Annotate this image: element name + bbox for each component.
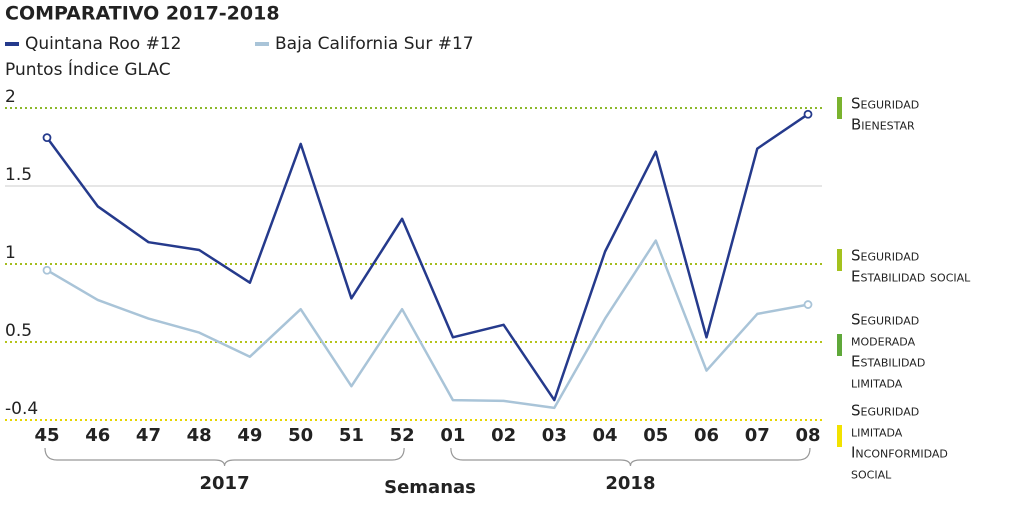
y-tick-label: 0.5 bbox=[5, 321, 32, 341]
y-tick-label: 1 bbox=[5, 243, 16, 263]
legend-label: Quintana Roo #12 bbox=[25, 34, 181, 54]
y-axis-label: Puntos Índice GLAC bbox=[5, 58, 171, 80]
x-tick-label: 07 bbox=[745, 425, 770, 446]
zone-label: moderada bbox=[851, 332, 916, 350]
zone-label: Estabilidad social bbox=[851, 268, 971, 286]
x-tick-label: 46 bbox=[85, 425, 110, 446]
x-tick-label: 52 bbox=[390, 425, 415, 446]
zone-swatch bbox=[837, 334, 842, 356]
x-tick-label: 02 bbox=[491, 425, 516, 446]
end-marker bbox=[42, 133, 52, 143]
group-label: 2017 bbox=[200, 473, 250, 494]
y-tick-label: 2 bbox=[5, 87, 16, 107]
zone-label: limitada bbox=[851, 374, 903, 392]
zone-label: Seguridad bbox=[851, 95, 919, 113]
zone-label: Inconformidad bbox=[851, 444, 948, 462]
zone-label: Seguridad bbox=[851, 247, 919, 265]
legend-label: Baja California Sur #17 bbox=[275, 34, 474, 54]
y-tick-label: 1.5 bbox=[5, 165, 32, 185]
x-axis-label: Semanas bbox=[384, 477, 476, 498]
zone-swatch bbox=[837, 249, 842, 271]
chart-title: COMPARATIVO 2017-2018 bbox=[5, 3, 280, 25]
zone-swatch bbox=[837, 97, 842, 119]
group-label: 2018 bbox=[605, 473, 655, 494]
zone-label: Bienestar bbox=[851, 116, 915, 134]
end-marker bbox=[803, 300, 813, 309]
x-tick-label: 01 bbox=[440, 425, 465, 446]
zone-label: Seguridad bbox=[851, 402, 919, 420]
y-tick-label: -0.4 bbox=[5, 399, 38, 419]
zone-label: limitada bbox=[851, 423, 903, 441]
x-tick-label: 03 bbox=[542, 425, 567, 446]
group-brace bbox=[44, 447, 405, 467]
x-tick-label: 04 bbox=[593, 425, 618, 446]
x-tick-label: 50 bbox=[288, 425, 313, 446]
zone-swatch bbox=[837, 425, 842, 447]
x-tick-label: 45 bbox=[34, 425, 59, 446]
x-tick-label: 48 bbox=[187, 425, 212, 446]
x-tick-label: 47 bbox=[136, 425, 161, 446]
zone-label: Seguridad bbox=[851, 311, 919, 329]
group-brace bbox=[450, 447, 811, 467]
end-marker bbox=[42, 265, 52, 275]
zone-label: social bbox=[851, 465, 892, 483]
series-line bbox=[46, 239, 809, 410]
end-marker bbox=[803, 109, 813, 119]
x-tick-label: 08 bbox=[795, 425, 820, 446]
x-tick-label: 05 bbox=[643, 425, 668, 446]
series-line bbox=[45, 113, 809, 402]
x-tick-label: 51 bbox=[339, 425, 364, 446]
x-tick-label: 49 bbox=[237, 425, 262, 446]
zone-label: Estabilidad bbox=[851, 353, 925, 371]
x-tick-label: 06 bbox=[694, 425, 719, 446]
